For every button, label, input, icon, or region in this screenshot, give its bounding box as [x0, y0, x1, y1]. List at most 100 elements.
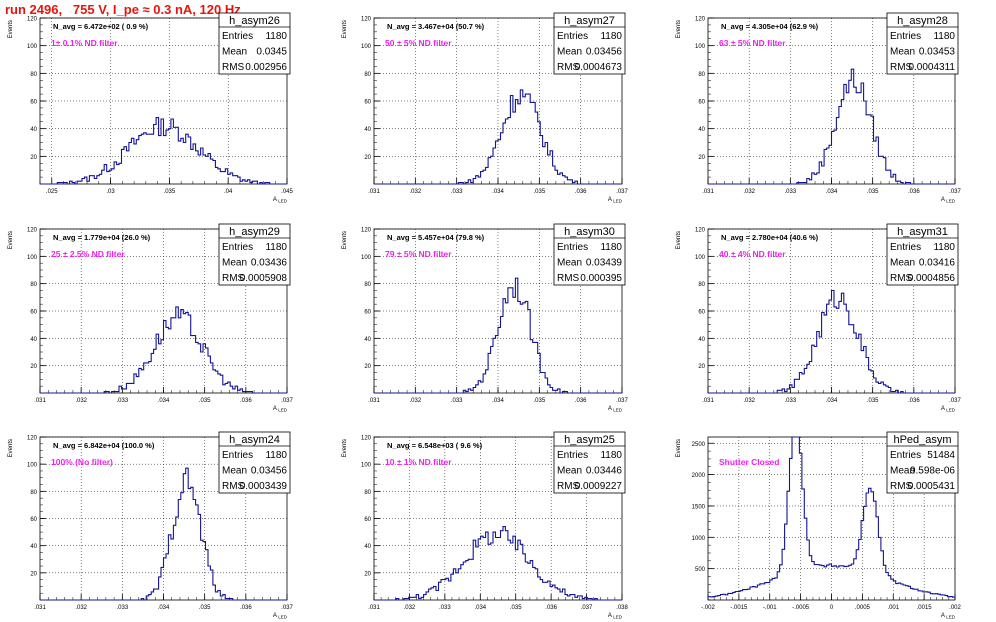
y-tick-label: 20 [30, 155, 37, 161]
x-tick-label: .036 [575, 189, 587, 195]
histogram-line [708, 289, 955, 394]
histogram-name: h_asym31 [897, 226, 948, 238]
y-tick-label: 60 [364, 100, 371, 106]
y-tick-label: 40 [364, 337, 371, 343]
n-avg-label: N_avg = 1.779e+04 (26.0 %) [53, 233, 151, 242]
x-axis-title: A LED [273, 406, 288, 413]
y-tick-label: 80 [30, 72, 37, 78]
y-tick-label: 80 [698, 282, 705, 288]
stats-value-entries: 1180 [933, 242, 955, 253]
stats-label-rms: RMS [890, 273, 913, 284]
filter-label: 100% (No filter) [51, 457, 113, 467]
x-axis-title: A LED [273, 197, 288, 204]
x-tick-label: .035 [867, 398, 879, 404]
y-tick-label: 60 [364, 310, 371, 316]
x-tick-label: .033 [116, 398, 128, 404]
x-tick-label: .036 [545, 605, 557, 611]
x-tick-label: .035 [510, 605, 522, 611]
y-axis-title: Events [676, 439, 682, 457]
stats-box [553, 12, 626, 75]
x-tick-label: .037 [581, 605, 593, 611]
stats-label-mean: Mean [890, 466, 915, 477]
x-tick-label: .031 [702, 189, 714, 195]
histogram-line [40, 467, 287, 601]
stats-value-rms: 0.0004856 [908, 273, 956, 284]
y-tick-label: 60 [364, 517, 371, 523]
stats-value-mean: 0.03436 [251, 258, 288, 269]
histogram-name: h_asym28 [897, 15, 948, 27]
histogram-line [374, 277, 622, 394]
y-axis-title: Events [8, 439, 14, 457]
x-tick-label: -.0005 [792, 605, 810, 611]
x-tick-label: .035 [533, 189, 545, 195]
stats-label-entries: Entries [222, 450, 253, 461]
y-tick-label: 20 [30, 364, 37, 370]
y-tick-label: 120 [27, 17, 38, 23]
x-tick-label: .034 [158, 605, 170, 611]
x-tick-label: 0 [830, 605, 834, 611]
stats-label-rms: RMS [222, 481, 245, 492]
x-tick-label: .001 [887, 605, 899, 611]
stats-value-entries: 1180 [600, 31, 622, 42]
stats-label-mean: Mean [222, 466, 247, 477]
x-tick-label: .033 [439, 605, 451, 611]
x-tick-label: .037 [281, 605, 293, 611]
x-tick-label: .034 [492, 189, 504, 195]
x-tick-label: .034 [826, 398, 838, 404]
n-avg-label: N_avg = 4.305e+04 (62.9 %) [721, 22, 819, 31]
x-tick-label: .03 [106, 189, 115, 195]
y-tick-label: 120 [695, 228, 706, 234]
y-tick-label: 40 [364, 544, 371, 550]
stats-value-mean: 0.03446 [586, 466, 623, 477]
x-tick-label: .032 [743, 398, 755, 404]
x-tick-label: -.001 [763, 605, 777, 611]
x-tick-label: .035 [164, 189, 176, 195]
y-axis-title: Events [342, 20, 348, 38]
y-tick-label: 2000 [692, 473, 706, 479]
x-tick-label: .037 [616, 189, 628, 195]
x-tick-label: -.0015 [730, 605, 748, 611]
histogram-name: h_asym24 [229, 434, 280, 446]
x-axis-title: A LED [273, 613, 288, 620]
x-tick-label: .033 [116, 605, 128, 611]
stats-value-rms: 0.0005908 [240, 273, 288, 284]
stats-value-entries: 1180 [933, 31, 955, 42]
stats-label-mean: Mean [557, 466, 582, 477]
stats-value-mean: 0.03456 [251, 466, 288, 477]
y-axis-title: Events [342, 439, 348, 457]
stats-label-rms: RMS [557, 62, 580, 73]
x-tick-label: .032 [409, 398, 421, 404]
y-tick-label: 40 [698, 127, 705, 133]
x-tick-label: .031 [702, 398, 714, 404]
x-tick-label: .037 [616, 398, 628, 404]
x-tick-label: .038 [616, 605, 628, 611]
x-axis-title: A LED [608, 613, 623, 620]
stats-label-entries: Entries [222, 242, 253, 253]
stats-box [218, 431, 291, 494]
stats-value-mean: 0.03439 [586, 258, 623, 269]
x-tick-label: .033 [451, 398, 463, 404]
x-tick-label: .032 [75, 398, 87, 404]
y-axis-title: Events [676, 20, 682, 38]
histogram-line [40, 306, 287, 394]
stats-label-mean: Mean [222, 258, 247, 269]
x-tick-label: .037 [949, 398, 961, 404]
y-tick-label: 60 [698, 100, 705, 106]
stats-value-entries: 1180 [600, 242, 622, 253]
histogram-panel-h_asym26: 20 40 60 80 100 120 .025 .03 .035 .04 .045 Events A … [8, 12, 293, 204]
y-tick-label: 100 [695, 44, 706, 50]
x-tick-label: .033 [784, 189, 796, 195]
histogram-name: h_asym29 [229, 226, 280, 238]
histogram-line [374, 526, 622, 601]
filter-label: Shutter Closed [719, 457, 779, 467]
stats-box [886, 12, 959, 75]
stats-box [218, 12, 291, 75]
x-tick-label: .045 [281, 189, 293, 195]
stats-value-rms: 0.0005431 [908, 481, 956, 492]
x-tick-label: .0005 [855, 605, 871, 611]
x-axis-title: A LED [941, 613, 956, 620]
y-axis-title: Events [676, 231, 682, 249]
histogram-panel-h_asym27: 20 40 60 80 100 120 .031 .032 .033 .034 .035 .036 .0… [342, 12, 628, 204]
histogram-line [40, 117, 287, 185]
